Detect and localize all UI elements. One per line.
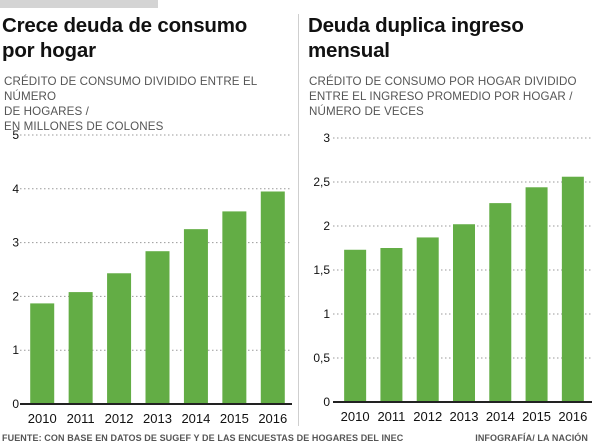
y-tick-label: 2,5 — [313, 175, 330, 189]
y-tick-label: 3 — [12, 236, 19, 250]
bar — [525, 187, 548, 402]
bar — [107, 273, 132, 404]
x-tick-label: 2011 — [377, 409, 405, 424]
x-tick-label: 2014 — [486, 409, 515, 424]
y-tick-label: 1 — [12, 343, 19, 357]
y-tick-label: 0 — [323, 395, 330, 409]
x-tick-label: 2015 — [220, 411, 249, 426]
bar — [183, 229, 208, 404]
x-tick-label: 2016 — [258, 411, 287, 426]
panel-divider — [298, 14, 299, 426]
chart-title: Deuda duplica ingreso mensual — [308, 13, 524, 63]
chart-title-line: por hogar — [2, 39, 96, 62]
chart-subtitle-line: ENTRE EL INGRESO PROMEDIO POR HOGAR / — [309, 90, 573, 103]
bar-chart-consumer-debt: 0 1 2 3 4 5 2010 2011 2012 2013 2014 2015 2016 — [12, 128, 292, 426]
chart-subtitle-line: CRÉDITO DE CONSUMO POR HOGAR DIVIDIDO — [309, 75, 577, 88]
bar — [489, 203, 512, 402]
bar — [416, 237, 439, 402]
bar — [145, 251, 170, 404]
bar — [453, 224, 475, 402]
bar — [561, 176, 584, 402]
x-tick-label: 2013 — [450, 409, 479, 424]
x-tick-label: 2015 — [522, 409, 551, 424]
bar — [222, 211, 247, 404]
bar — [380, 248, 403, 402]
y-tick-label: 1 — [323, 307, 330, 321]
chart-subtitle: CRÉDITO DE CONSUMO DIVIDIDO ENTRE EL NÚM… — [4, 74, 298, 134]
bar — [68, 292, 93, 404]
chart-subtitle: CRÉDITO DE CONSUMO POR HOGAR DIVIDIDO EN… — [309, 74, 577, 119]
y-tick-label: 0 — [12, 397, 19, 411]
y-tick-label: 1,5 — [313, 263, 330, 277]
chart-title-line: Deuda duplica ingreso — [308, 14, 524, 37]
y-tick-label: 5 — [12, 128, 19, 142]
bar — [260, 191, 285, 404]
chart-title-line: mensual — [308, 39, 390, 62]
footer-credit: INFOGRAFÍA/ LA NACIÓN — [475, 433, 588, 443]
y-tick-label: 2 — [323, 219, 330, 233]
y-tick-label: 0,5 — [313, 351, 330, 365]
x-tick-label: 2016 — [558, 409, 587, 424]
x-tick-label: 2012 — [105, 411, 134, 426]
x-tick-label: 2012 — [413, 409, 442, 424]
x-tick-label: 2014 — [181, 411, 210, 426]
bar-chart-debt-income-ratio: 0 0,5 1 1,5 2 2,5 3 2010 2011 2012 2013 2014 2015 201… — [313, 131, 592, 424]
y-tick-label: 3 — [323, 131, 330, 145]
chart-title-line: Crece deuda de consumo — [2, 14, 248, 37]
footer-source: FUENTE: CON BASE EN DATOS DE SUGEF Y DE … — [2, 433, 404, 443]
y-tick-label: 2 — [12, 289, 19, 303]
top-accent-strip — [0, 0, 158, 8]
bar-series — [344, 176, 584, 402]
chart-subtitle-line: NÚMERO DE VECES — [309, 105, 424, 118]
bar-series — [30, 191, 285, 404]
bar — [344, 249, 367, 402]
bar — [30, 303, 55, 404]
chart-subtitle-line: CRÉDITO DE CONSUMO DIVIDIDO ENTRE EL NÚM… — [4, 75, 257, 103]
x-tick-label: 2013 — [143, 411, 172, 426]
chart-subtitle-line: EN MILLONES DE COLONES — [4, 120, 164, 133]
chart-panel-consumer-debt: Crece deuda de consumo por hogar CRÉDITO… — [0, 0, 298, 430]
x-tick-label: 2010 — [28, 411, 57, 426]
chart-panel-debt-income-ratio: Deuda duplica ingreso mensual CRÉDITO DE… — [306, 0, 596, 430]
chart-subtitle-line: DE HOGARES / — [4, 105, 89, 118]
x-tick-label: 2010 — [341, 409, 370, 424]
chart-title: Crece deuda de consumo por hogar — [2, 13, 247, 63]
y-tick-label: 4 — [12, 182, 19, 196]
x-tick-label: 2011 — [67, 411, 95, 426]
